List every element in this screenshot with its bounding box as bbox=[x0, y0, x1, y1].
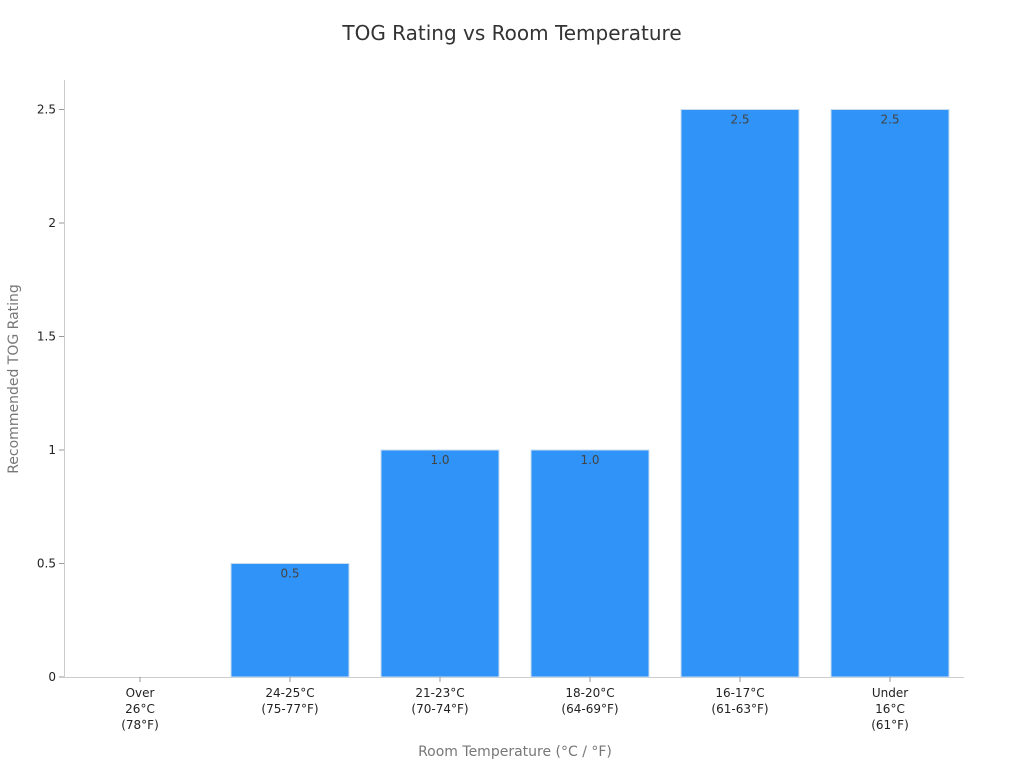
x-axis-title: Room Temperature (°C / °F) bbox=[418, 744, 612, 760]
y-tick-label: 2.5 bbox=[37, 103, 56, 117]
x-tick-label: (61°F) bbox=[871, 718, 909, 732]
x-tick-label: 16°C bbox=[875, 702, 905, 716]
bar-value-label: 2.5 bbox=[880, 113, 899, 127]
x-tick-label: 21-23°C bbox=[415, 686, 464, 700]
x-tick-label: 16-17°C bbox=[715, 686, 764, 700]
y-tick-label: 1.5 bbox=[37, 330, 56, 344]
x-axis-ticks: Over 26°C (78°F) 24-25°C (75-77°F) 21-23°C (70… bbox=[121, 677, 909, 732]
x-tick-label: (78°F) bbox=[121, 718, 159, 732]
y-tick-label: 2 bbox=[48, 216, 56, 230]
bar-value-label: 2.5 bbox=[730, 113, 749, 127]
x-tick-label: Under bbox=[872, 686, 908, 700]
x-tick-label: 26°C bbox=[125, 702, 155, 716]
x-tick-label: 18-20°C bbox=[565, 686, 614, 700]
bar-value-label: 1.0 bbox=[580, 453, 599, 467]
bar bbox=[530, 449, 650, 678]
x-tick-label: (75-77°F) bbox=[261, 702, 318, 716]
x-tick-label: 24-25°C bbox=[265, 686, 314, 700]
bar-value-label: 1.0 bbox=[430, 453, 449, 467]
bar-value-label: 0.5 bbox=[280, 567, 299, 581]
y-tick-label: 0 bbox=[48, 670, 56, 684]
y-axis-ticks: 0 0.5 1 1.5 2 2.5 bbox=[37, 103, 64, 684]
x-tick-label: (70-74°F) bbox=[411, 702, 468, 716]
bar-series bbox=[230, 109, 950, 678]
bar bbox=[380, 449, 500, 678]
bar bbox=[230, 563, 350, 678]
y-tick-label: 1 bbox=[48, 443, 56, 457]
x-tick-label: (61-63°F) bbox=[711, 702, 768, 716]
x-tick-label: (64-69°F) bbox=[561, 702, 618, 716]
y-axis-title: Recommended TOG Rating bbox=[6, 284, 22, 474]
chart-axes bbox=[64, 80, 964, 678]
y-tick-label: 0.5 bbox=[37, 557, 56, 571]
bar bbox=[680, 109, 800, 678]
chart-title: TOG Rating vs Room Temperature bbox=[341, 21, 681, 45]
data-labels: 0.5 1.0 1.0 2.5 2.5 bbox=[280, 113, 899, 581]
bar bbox=[830, 109, 950, 678]
x-tick-label: Over bbox=[126, 686, 155, 700]
